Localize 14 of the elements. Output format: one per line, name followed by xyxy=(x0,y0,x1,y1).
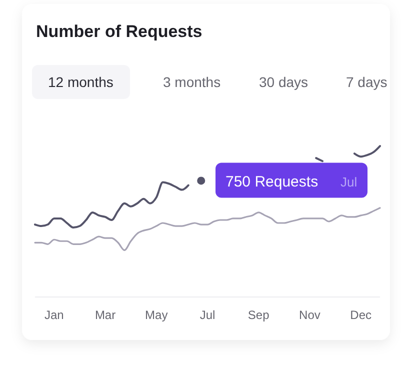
x-tick-label: Dec xyxy=(350,308,372,322)
x-tick-label: Jul xyxy=(200,308,216,322)
x-tick-label: Nov xyxy=(299,308,320,322)
x-tick-label: May xyxy=(145,308,168,322)
text: 3 months xyxy=(163,74,221,90)
annotation: Jul xyxy=(340,174,358,190)
text: 12 months xyxy=(48,74,114,90)
x-tick-label: Jan xyxy=(44,308,64,322)
x-tick-label: Mar xyxy=(94,308,116,322)
x-tick-label: Sep xyxy=(248,308,270,322)
text: 7 days xyxy=(346,74,388,90)
text: 30 days xyxy=(259,74,308,90)
annotation: 750 Requests xyxy=(226,174,318,191)
chart-title: Number of Requests xyxy=(36,22,202,41)
